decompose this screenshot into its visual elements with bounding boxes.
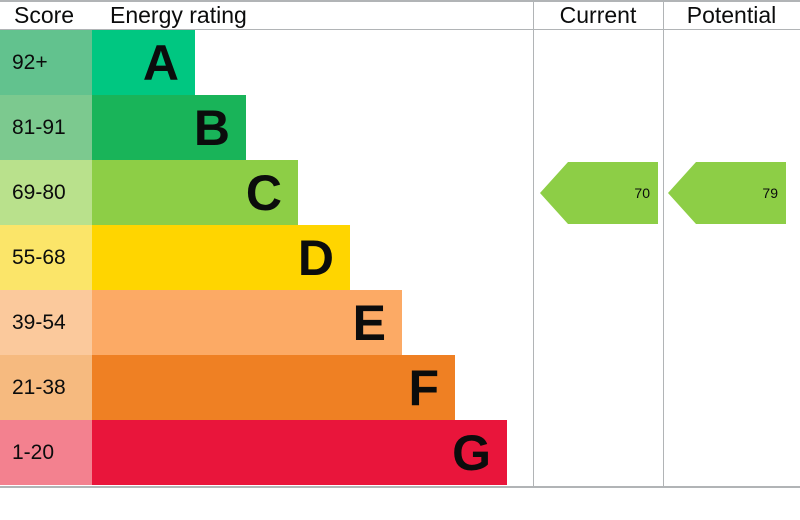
header-score: Score	[14, 2, 75, 28]
band-row-g: 1-20 G	[0, 420, 533, 485]
band-letter-c: C	[245, 164, 282, 221]
band-bar-c: C	[92, 160, 298, 225]
band-bar-e: E	[92, 290, 402, 355]
band-row-d: 55-68 D	[0, 225, 533, 290]
band-row-e: 39-54 E	[0, 290, 533, 355]
band-letter-g: G	[452, 424, 491, 481]
top-border-line	[0, 0, 800, 2]
bottom-border-line	[0, 486, 800, 488]
header-current: Current	[559, 2, 637, 28]
score-range-f: 21-38	[0, 355, 92, 420]
current-rating-value: 70	[634, 185, 650, 201]
band-letter-b: B	[193, 99, 230, 156]
band-bar-g: G	[92, 420, 507, 485]
header-energy-rating: Energy rating	[110, 2, 247, 28]
score-range-b: 81-91	[0, 95, 92, 160]
band-letter-d: D	[297, 229, 334, 286]
band-bar-d: D	[92, 225, 350, 290]
band-bar-a: A	[92, 30, 195, 95]
band-letter-e: E	[352, 294, 386, 351]
score-range-d: 55-68	[0, 225, 92, 290]
potential-rating-arrow: 79	[668, 162, 786, 224]
band-row-a: 92+ A	[0, 30, 533, 95]
header-potential: Potential	[686, 2, 777, 28]
score-range-g: 1-20	[0, 420, 92, 485]
potential-column-divider-line	[663, 0, 664, 486]
band-bar-f: F	[92, 355, 455, 420]
score-range-e: 39-54	[0, 290, 92, 355]
potential-rating-value: 79	[762, 185, 778, 201]
current-rating-arrow: 70	[540, 162, 658, 224]
band-row-b: 81-91 B	[0, 95, 533, 160]
chart-header-row: Score Energy rating Current Potential	[0, 2, 800, 30]
current-column-divider-line	[533, 0, 534, 486]
band-row-f: 21-38 F	[0, 355, 533, 420]
band-row-c: 69-80 C	[0, 160, 533, 225]
score-range-c: 69-80	[0, 160, 92, 225]
band-letter-a: A	[142, 34, 179, 91]
band-letter-f: F	[408, 359, 439, 416]
rating-bands: 92+ A 81-91 B 69-80 C 55-68 D 39-54	[0, 30, 533, 485]
band-bar-b: B	[92, 95, 246, 160]
score-range-a: 92+	[0, 30, 92, 95]
